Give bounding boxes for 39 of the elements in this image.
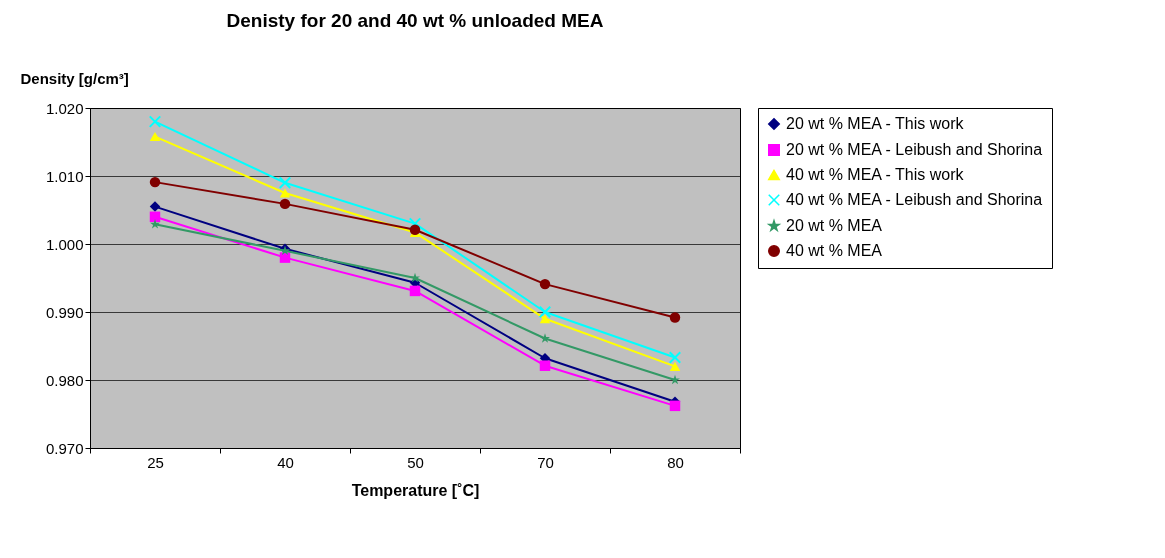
point	[149, 176, 161, 188]
point	[539, 314, 551, 324]
point	[669, 400, 681, 412]
point	[538, 305, 552, 319]
point	[539, 278, 551, 290]
point	[540, 333, 550, 343]
point	[149, 132, 161, 142]
x-tick-label: 40	[277, 453, 294, 471]
y-tick-label: 0.970	[45, 439, 84, 457]
legend-label: 40 wt % MEA - Leibush and Shorina	[786, 191, 1043, 208]
point	[148, 115, 162, 128]
point	[410, 272, 420, 283]
legend-label: 20 wt % MEA - This work	[786, 115, 965, 132]
y-tick-label: 1.010	[45, 167, 84, 185]
x-tick-label: 80	[667, 453, 684, 471]
legend-label: 20 wt % MEA - Leibush and Shorina	[786, 141, 1043, 158]
point	[149, 201, 161, 212]
legend-label: 40 wt % MEA - This work	[786, 166, 965, 183]
point	[278, 176, 292, 190]
legend-label: 20 wt % MEA	[786, 217, 883, 234]
point	[279, 188, 291, 198]
y-tick-label: 0.980	[45, 371, 84, 389]
x-tick-label: 50	[407, 453, 424, 471]
x-axis-title: Temperature [˚C]	[351, 481, 480, 499]
point	[408, 217, 422, 230]
point	[409, 285, 421, 297]
x-tick-label: 70	[537, 453, 554, 471]
chart-title: Denisty for 20 and 40 wt % unloaded MEA	[226, 10, 604, 31]
point	[669, 361, 681, 371]
y-tick-label: 1.020	[45, 99, 84, 117]
point	[669, 312, 681, 323]
point	[668, 351, 682, 364]
y-axis-title: Density [g/cm³]	[20, 69, 129, 87]
y-tick-label: 1.000	[45, 235, 84, 253]
x-tick-label: 25	[147, 453, 164, 471]
legend-label: 40 wt % MEA	[786, 242, 883, 259]
y-tick-label: 0.990	[45, 303, 84, 321]
point	[539, 360, 551, 371]
point	[279, 198, 291, 210]
